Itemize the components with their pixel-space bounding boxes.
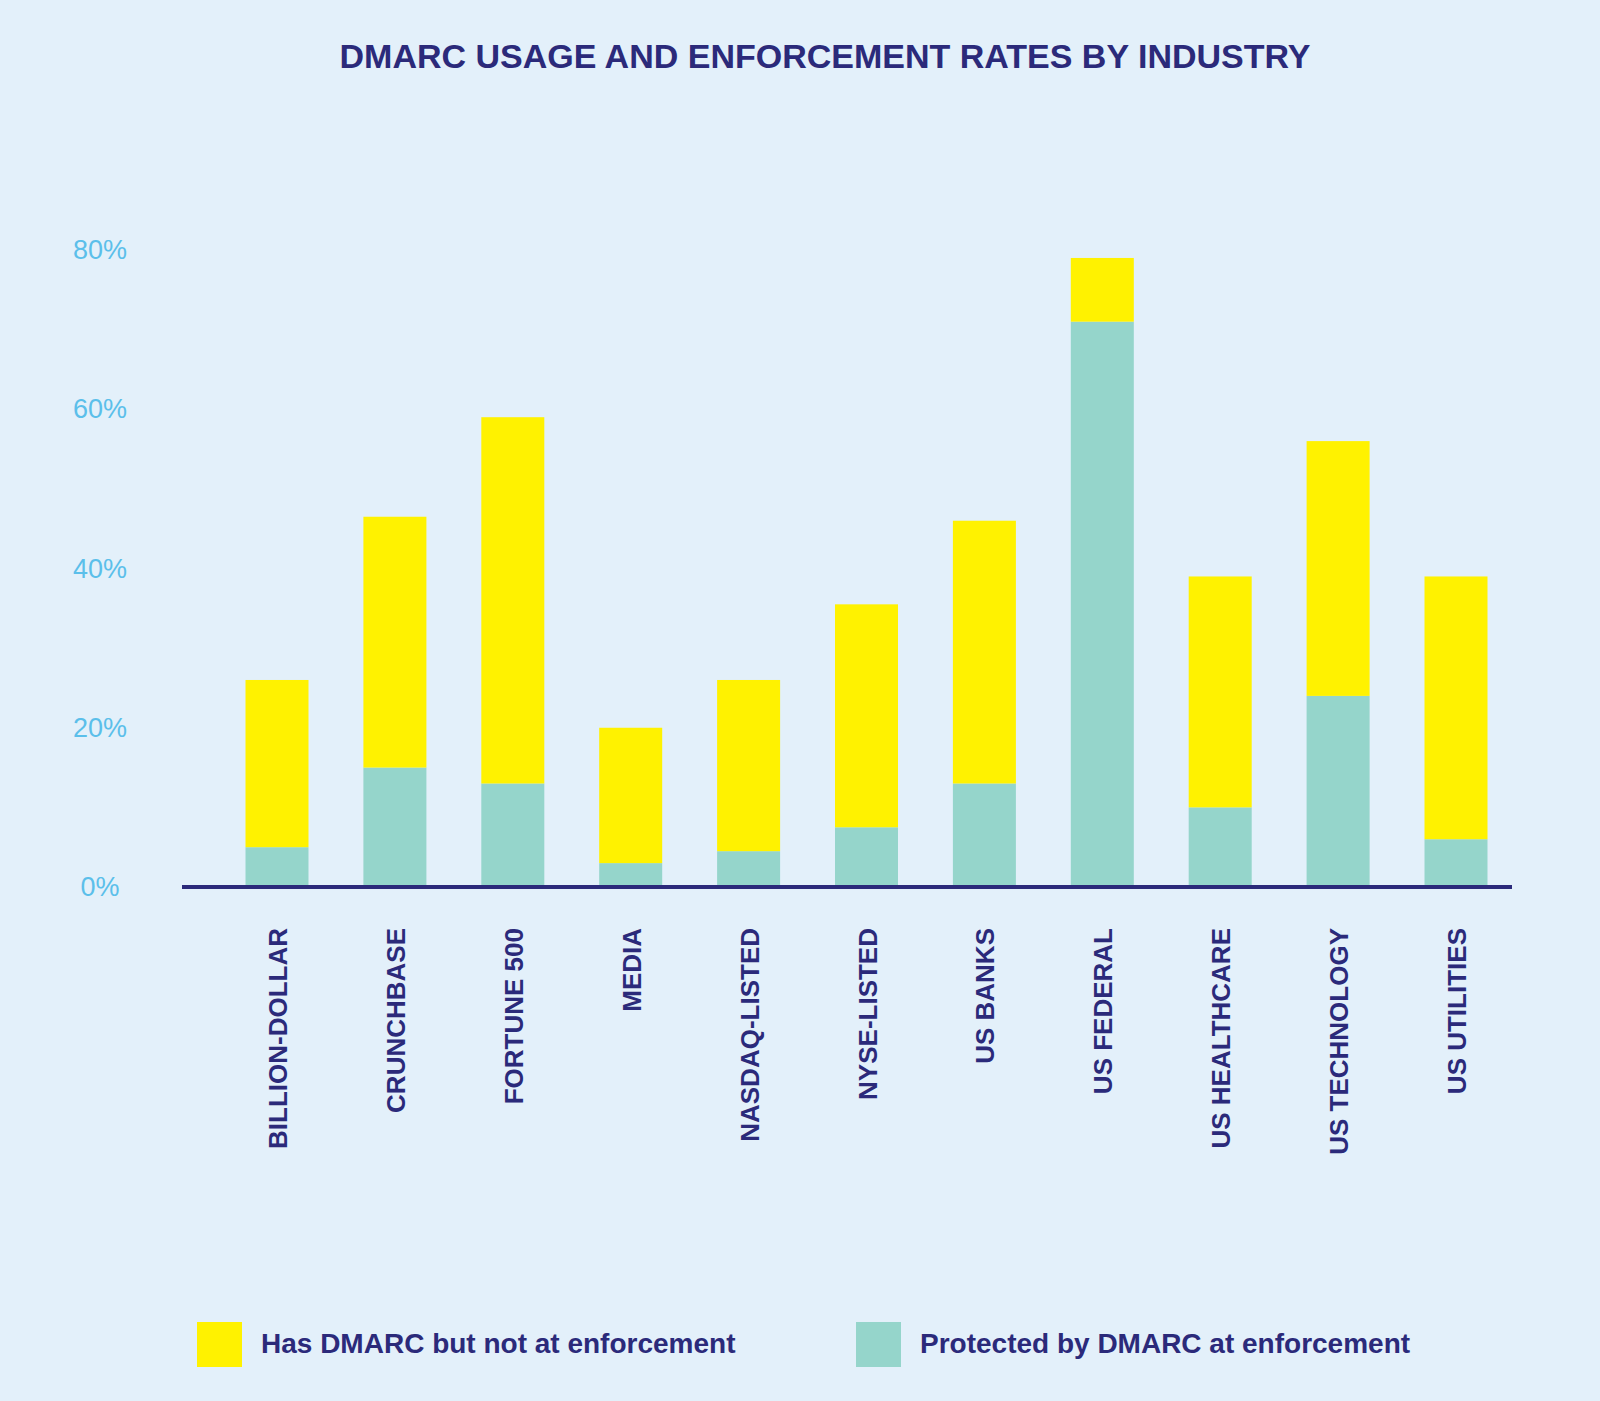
legend-label: Has DMARC but not at enforcement — [261, 1328, 735, 1359]
bar — [835, 827, 898, 887]
category-label: US TECHNOLOGY — [1324, 928, 1354, 1155]
bar — [481, 783, 544, 887]
legend-swatch — [197, 1322, 242, 1367]
category-label: MEDIA — [617, 928, 647, 1012]
bar — [481, 417, 544, 783]
y-tick-label: 40% — [73, 554, 127, 584]
category-label: US HEALTHCARE — [1206, 928, 1236, 1149]
y-tick-label: 0% — [80, 872, 119, 902]
bar — [363, 768, 426, 887]
legend-swatch — [856, 1322, 901, 1367]
y-tick-label: 60% — [73, 394, 127, 424]
category-label: US BANKS — [970, 928, 1000, 1064]
bar — [1425, 576, 1488, 839]
bars — [246, 258, 1488, 887]
bar — [246, 847, 309, 887]
bar — [1307, 441, 1370, 696]
bar — [246, 680, 309, 847]
background — [0, 0, 1600, 1401]
y-tick-label: 80% — [73, 235, 127, 265]
category-label: US UTILITIES — [1442, 928, 1472, 1094]
bar — [953, 783, 1016, 887]
y-tick-label: 20% — [73, 713, 127, 743]
category-label: NASDAQ-LISTED — [735, 928, 765, 1142]
title: DMARC USAGE AND ENFORCEMENT RATES BY IND… — [340, 37, 1311, 75]
bar — [835, 604, 898, 827]
category-label: US FEDERAL — [1088, 928, 1118, 1094]
bar — [717, 851, 780, 887]
bar — [599, 863, 662, 887]
category-label: NYSE-LISTED — [853, 928, 883, 1100]
bar — [1307, 696, 1370, 887]
bar — [1071, 258, 1134, 322]
category-label: CRUNCHBASE — [381, 928, 411, 1113]
chart: DMARC USAGE AND ENFORCEMENT RATES BY IND… — [0, 0, 1600, 1401]
x-axis — [182, 885, 1512, 889]
bar — [717, 680, 780, 851]
bar — [1425, 839, 1488, 887]
bar — [363, 517, 426, 768]
legend-label: Protected by DMARC at enforcement — [920, 1328, 1410, 1359]
category-label: FORTUNE 500 — [499, 928, 529, 1104]
bar — [1071, 322, 1134, 887]
bar — [1189, 576, 1252, 807]
bar — [953, 521, 1016, 784]
category-label: BILLION-DOLLAR — [263, 928, 293, 1149]
bar — [1189, 807, 1252, 887]
bar — [599, 728, 662, 863]
